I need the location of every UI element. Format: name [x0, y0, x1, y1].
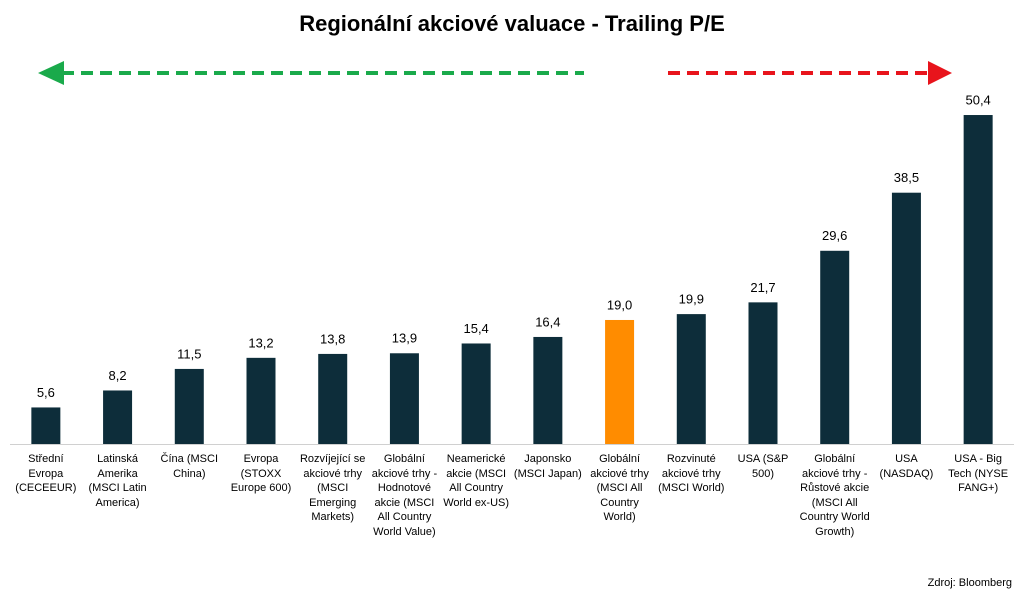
- x-tick-label: Globální akciové trhy - Růstové akcie (M…: [799, 453, 870, 538]
- bar: [174, 368, 204, 444]
- x-tick-label: Globální akciové trhy - Hodnotové akcie …: [371, 453, 438, 538]
- bar: [533, 336, 563, 444]
- data-label: 13,8: [320, 331, 345, 346]
- data-label: 13,2: [248, 335, 273, 350]
- data-label: 15,4: [463, 321, 488, 336]
- bar: [820, 250, 850, 444]
- bar: [748, 302, 778, 444]
- x-tick-label: USA (S&P 500): [737, 453, 789, 480]
- chart-title: Regionální akciové valuace - Trailing P/…: [299, 11, 725, 36]
- bar: [963, 115, 993, 444]
- x-tick-label: Japonsko (MSCI Japan): [513, 453, 582, 480]
- arrow-right-head: [928, 61, 952, 85]
- arrow-left-head: [38, 61, 64, 85]
- x-tick-label: Globální akciové trhy (MSCI All Country …: [590, 453, 649, 523]
- data-label: 19,9: [679, 292, 704, 307]
- data-label: 8,2: [109, 368, 127, 383]
- source: Zdroj: Bloomberg: [927, 577, 1012, 589]
- data-label: 50,4: [965, 92, 990, 107]
- data-label: 21,7: [750, 280, 775, 295]
- x-tick-label: Čína (MSCI China): [160, 453, 219, 480]
- x-tick-label: Neamerické akcie (MSCI All Country World…: [443, 453, 510, 509]
- bar: [605, 319, 635, 444]
- data-label: 5,6: [37, 385, 55, 400]
- bar: [103, 390, 133, 444]
- data-label: 38,5: [894, 170, 919, 185]
- x-tick-label: Rozvinuté akciové trhy (MSCI World): [658, 453, 725, 494]
- x-tick-label: USA (NASDAQ): [879, 453, 934, 480]
- data-label: 11,5: [177, 346, 201, 361]
- bar: [246, 357, 276, 444]
- data-label: 29,6: [822, 228, 847, 243]
- x-tick-label: Rozvíjející se akciové trhy (MSCI Emergi…: [299, 453, 366, 523]
- data-label: 19,0: [607, 297, 632, 312]
- bar: [31, 407, 61, 444]
- x-tick-label: Střední Evropa (CECEEUR): [15, 453, 77, 494]
- bar: [318, 353, 348, 444]
- x-tick-label: Latinská Amerika (MSCI Latin America): [88, 453, 147, 509]
- bar: [461, 343, 491, 444]
- bar: [676, 314, 706, 444]
- data-label: 13,9: [392, 331, 417, 346]
- data-label: 16,4: [535, 314, 560, 329]
- x-tick-label: USA - Big Tech (NYSE FANG+): [948, 453, 1009, 494]
- bar: [891, 192, 921, 444]
- x-tick-label: Evropa (STOXX Europe 600): [230, 453, 292, 494]
- bar: [389, 353, 419, 444]
